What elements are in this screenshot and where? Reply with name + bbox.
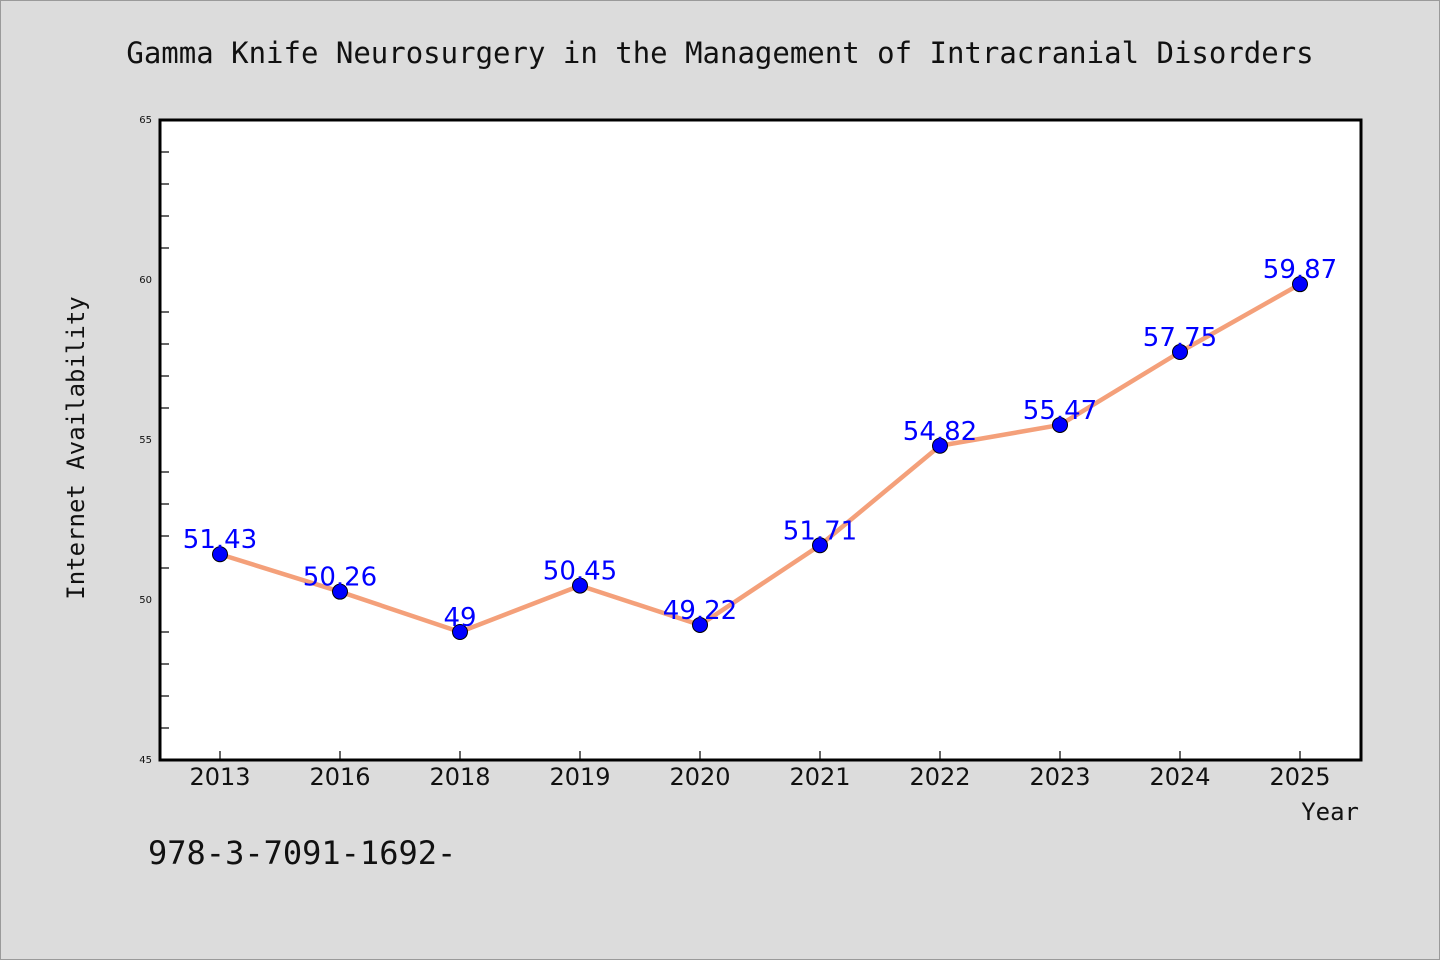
x-tick-label: 2020 [669, 763, 730, 791]
data-label: 50.45 [543, 557, 617, 587]
data-label: 55.47 [1023, 396, 1097, 426]
y-tick-label: 60 [139, 275, 152, 286]
y-tick-label: 65 [139, 115, 152, 126]
y-axis-label: Internet Availability [62, 296, 90, 599]
data-labels: 51.43 50.26 49 50.45 49.22 51.71 54.82 55.47 57.… [183, 255, 1337, 633]
y-tick-label: 50 [139, 595, 152, 606]
x-axis-label: Year [1301, 798, 1359, 826]
x-tick-label: 2022 [909, 763, 970, 791]
data-label: 57.75 [1143, 323, 1217, 353]
x-tick-label: 2021 [789, 763, 850, 791]
data-point [212, 546, 228, 563]
x-tick-label: 2023 [1029, 763, 1090, 791]
data-label: 54.82 [903, 417, 977, 447]
data-label: 50.26 [303, 563, 377, 593]
y-tick-label: 45 [139, 755, 152, 766]
data-label: 49.22 [663, 596, 737, 626]
y-axis: 45 50 55 60 65 [139, 115, 169, 766]
data-point [1292, 276, 1308, 293]
data-label: 51.71 [783, 516, 857, 546]
footnote-isbn: 978-3-7091-1692- [148, 834, 456, 872]
plot-area [158, 118, 1363, 762]
x-tick-label: 2016 [309, 763, 370, 791]
data-point [1172, 344, 1188, 360]
data-point [692, 616, 708, 633]
data-point [812, 537, 828, 554]
data-label: 49 [443, 603, 476, 633]
data-point [332, 583, 348, 600]
data-point [1052, 416, 1068, 433]
x-axis: 2013 2016 2018 2019 2020 2021 2022 2023 2024 2025 [189, 751, 1331, 791]
data-point [452, 624, 468, 640]
data-label: 51.43 [183, 525, 257, 555]
data-points [212, 276, 1308, 640]
x-tick-label: 2025 [1269, 763, 1330, 791]
y-tick-label: 55 [139, 435, 152, 446]
x-tick-label: 2019 [549, 763, 610, 791]
data-label: 59.87 [1263, 255, 1337, 285]
data-point [572, 577, 588, 594]
chart-title: Gamma Knife Neurosurgery in the Manageme… [126, 36, 1313, 70]
x-tick-label: 2018 [429, 763, 490, 791]
series-line [219, 282, 1302, 635]
x-tick-label: 2024 [1149, 763, 1210, 791]
data-point [932, 437, 948, 454]
x-tick-label: 2013 [189, 763, 250, 791]
